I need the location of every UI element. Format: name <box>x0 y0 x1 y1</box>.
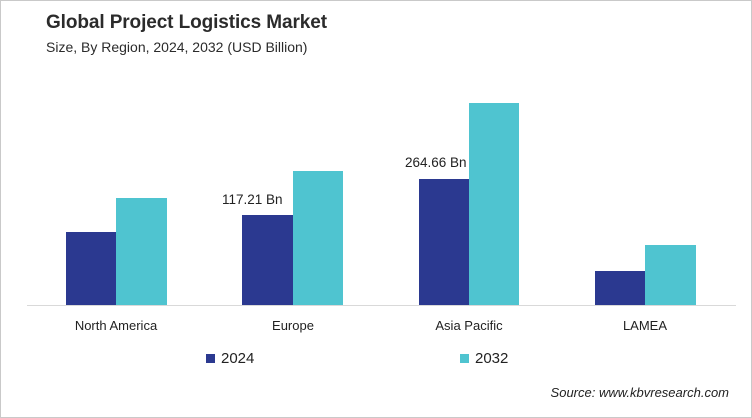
legend-item-2024: 2024 <box>206 350 254 367</box>
bar-europe-2032 <box>293 171 343 305</box>
category-label-asia-pacific: Asia Pacific <box>435 318 503 333</box>
bar-asia-pacific-2032 <box>469 103 519 305</box>
bar-asia-pacific-2024 <box>419 179 469 305</box>
legend-item-2032: 2032 <box>460 350 508 367</box>
x-axis-line <box>27 305 736 306</box>
legend-swatch-2032 <box>460 354 469 363</box>
data-label-asia-pacific-2024: 264.66 Bn <box>405 155 467 170</box>
source-credit: Source: www.kbvresearch.com <box>550 385 729 400</box>
chart-subtitle: Size, By Region, 2024, 2032 (USD Billion… <box>46 39 308 55</box>
legend-swatch-2024 <box>206 354 215 363</box>
legend-label-2032: 2032 <box>475 350 509 367</box>
chart-title: Global Project Logistics Market <box>46 12 327 33</box>
bar-europe-2024 <box>242 215 293 305</box>
bar-north-america-2032 <box>116 198 167 305</box>
bar-north-america-2024 <box>66 232 116 305</box>
legend-label-2024: 2024 <box>221 350 255 367</box>
category-label-north-america: North America <box>74 318 158 333</box>
category-label-europe: Europe <box>272 318 314 333</box>
bar-lamea-2024 <box>595 271 645 305</box>
bar-lamea-2032 <box>645 245 696 305</box>
category-label-lamea: LAMEA <box>622 318 668 333</box>
data-label-europe-2024: 117.21 Bn <box>222 192 283 207</box>
